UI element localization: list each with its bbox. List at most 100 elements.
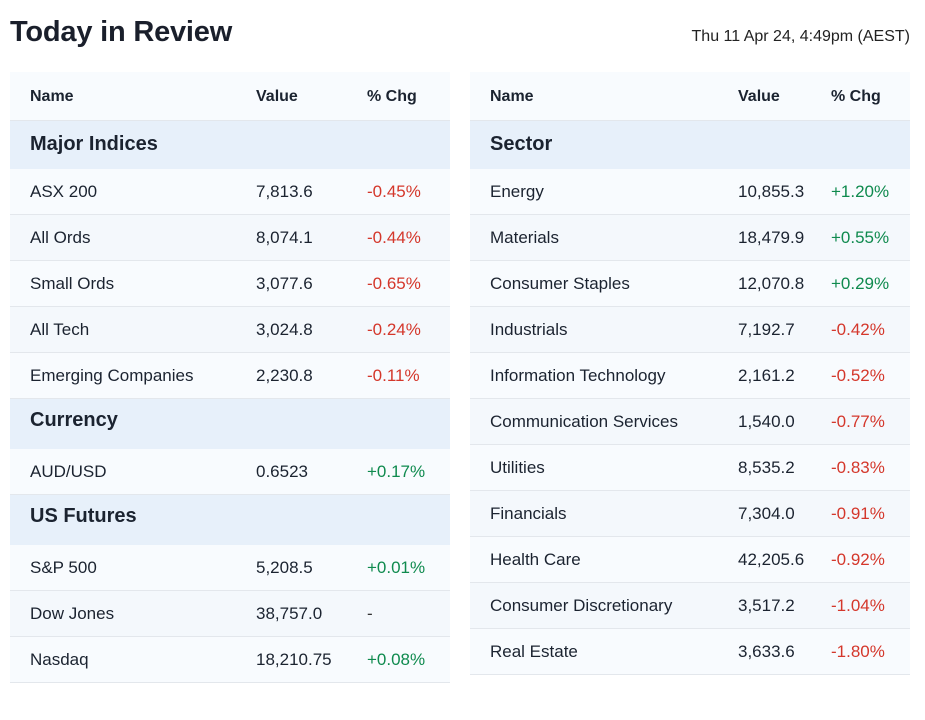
table-row[interactable]: AUD/USD 0.6523 +0.17% [10, 449, 450, 495]
section-title: US Futures [30, 505, 137, 527]
row-change: -0.52% [831, 366, 885, 385]
row-change: -0.77% [831, 412, 885, 431]
table-row[interactable]: Nasdaq 18,210.75 +0.08% [10, 637, 450, 683]
table-row[interactable]: Information Technology 2,161.2 -0.52% [470, 353, 910, 399]
row-value: 2,230.8 [256, 366, 313, 385]
row-change: -1.80% [831, 642, 885, 661]
table-row[interactable]: Consumer Discretionary 3,517.2 -1.04% [470, 583, 910, 629]
table-row[interactable]: ASX 200 7,813.6 -0.45% [10, 169, 450, 215]
row-change: -0.11% [367, 366, 420, 385]
section-title: Sector [490, 133, 553, 155]
row-name: Energy [490, 182, 544, 201]
row-name: Financials [490, 504, 567, 523]
table-row[interactable]: All Tech 3,024.8 -0.24% [10, 307, 450, 353]
table-row[interactable]: Small Ords 3,077.6 -0.65% [10, 261, 450, 307]
page-header: Today in Review Thu 11 Apr 24, 4:49pm (A… [10, 14, 910, 58]
column-header-name: Name [490, 88, 534, 105]
section-header: Major Indices [10, 121, 450, 169]
row-name: ASX 200 [30, 182, 98, 201]
row-name: Industrials [490, 320, 568, 339]
table-header-row: Name Value % Chg [10, 72, 450, 121]
row-name: Emerging Companies [30, 366, 194, 385]
row-change: -0.42% [831, 320, 885, 339]
table-row[interactable]: Energy 10,855.3 +1.20% [470, 169, 910, 215]
row-name: Small Ords [30, 274, 115, 293]
row-name: Health Care [490, 550, 581, 569]
row-change: -0.65% [367, 274, 421, 293]
row-value: 8,535.2 [738, 458, 795, 477]
row-value: 10,855.3 [738, 182, 805, 201]
table-row[interactable]: Industrials 7,192.7 -0.42% [470, 307, 910, 353]
table-row[interactable]: Health Care 42,205.6 -0.92% [470, 537, 910, 583]
column-header-change: % Chg [831, 88, 881, 105]
table-row[interactable]: Financials 7,304.0 -0.91% [470, 491, 910, 537]
section-title: Major Indices [30, 133, 158, 155]
row-value: 1,540.0 [738, 412, 795, 431]
table-row[interactable]: Real Estate 3,633.6 -1.80% [470, 629, 910, 675]
row-value: 5,208.5 [256, 558, 313, 577]
row-name: S&P 500 [30, 558, 97, 577]
column-header-change: % Chg [367, 88, 417, 105]
column-header-value: Value [256, 88, 298, 105]
row-value: 42,205.6 [738, 550, 805, 569]
section-title: Currency [30, 409, 118, 431]
row-value: 38,757.0 [256, 604, 323, 623]
row-name: Nasdaq [30, 650, 89, 669]
row-change: -0.24% [367, 320, 421, 339]
row-value: 7,304.0 [738, 504, 795, 523]
table-row[interactable]: Dow Jones 38,757.0 - [10, 591, 450, 637]
row-name: Communication Services [490, 412, 679, 431]
row-change: +0.17% [367, 462, 426, 481]
row-value: 8,074.1 [256, 228, 313, 247]
row-change: - [367, 604, 373, 623]
row-name: Dow Jones [30, 604, 115, 623]
row-change: +0.29% [831, 274, 890, 293]
row-value: 3,517.2 [738, 596, 795, 615]
right-table: Name Value % Chg Sector Energy 10,855.3 +1.20%… [470, 72, 910, 675]
section-header: Sector [470, 121, 910, 169]
row-value: 0.6523 [256, 462, 308, 481]
table-row[interactable]: S&P 500 5,208.5 +0.01% [10, 545, 450, 591]
row-change: -0.83% [831, 458, 885, 477]
table-row[interactable]: Consumer Staples 12,070.8 +0.29% [470, 261, 910, 307]
row-value: 7,813.6 [256, 182, 313, 201]
row-change: -0.91% [831, 504, 885, 523]
table-row[interactable]: Materials 18,479.9 +0.55% [470, 215, 910, 261]
row-value: 12,070.8 [738, 274, 805, 293]
row-name: Real Estate [490, 642, 578, 661]
row-change: -0.45% [367, 182, 421, 201]
row-change: -1.04% [831, 596, 885, 615]
row-value: 7,192.7 [738, 320, 795, 339]
table-row[interactable]: Emerging Companies 2,230.8 -0.11% [10, 353, 450, 399]
row-change: -0.44% [367, 228, 421, 247]
table-row[interactable]: Utilities 8,535.2 -0.83% [470, 445, 910, 491]
left-table: Name Value % Chg Major Indices ASX 200 7,813.… [10, 72, 450, 683]
row-change: +0.01% [367, 558, 426, 577]
table-header-row: Name Value % Chg [470, 72, 910, 121]
row-name: Consumer Discretionary [490, 596, 673, 615]
row-name: Utilities [490, 458, 545, 477]
row-change: +0.08% [367, 650, 426, 669]
page-title: Today in Review [10, 16, 233, 48]
row-value: 3,024.8 [256, 320, 313, 339]
row-change: -0.92% [831, 550, 885, 569]
row-value: 2,161.2 [738, 366, 795, 385]
row-name: Consumer Staples [490, 274, 630, 293]
table-row[interactable]: Communication Services 1,540.0 -0.77% [470, 399, 910, 445]
row-value: 3,633.6 [738, 642, 795, 661]
column-header-name: Name [30, 88, 74, 105]
row-value: 18,479.9 [738, 228, 805, 247]
row-value: 18,210.75 [256, 650, 332, 669]
timestamp: Thu 11 Apr 24, 4:49pm (AEST) [691, 28, 910, 45]
row-name: AUD/USD [30, 462, 107, 481]
section-header: Currency [10, 399, 450, 449]
row-name: Materials [490, 228, 559, 247]
row-name: All Tech [30, 320, 90, 339]
row-name: All Ords [30, 228, 91, 247]
row-change: +1.20% [831, 182, 890, 201]
table-row[interactable]: All Ords 8,074.1 -0.44% [10, 215, 450, 261]
row-change: +0.55% [831, 228, 890, 247]
section-header: US Futures [10, 495, 450, 545]
column-header-value: Value [738, 88, 780, 105]
row-value: 3,077.6 [256, 274, 313, 293]
